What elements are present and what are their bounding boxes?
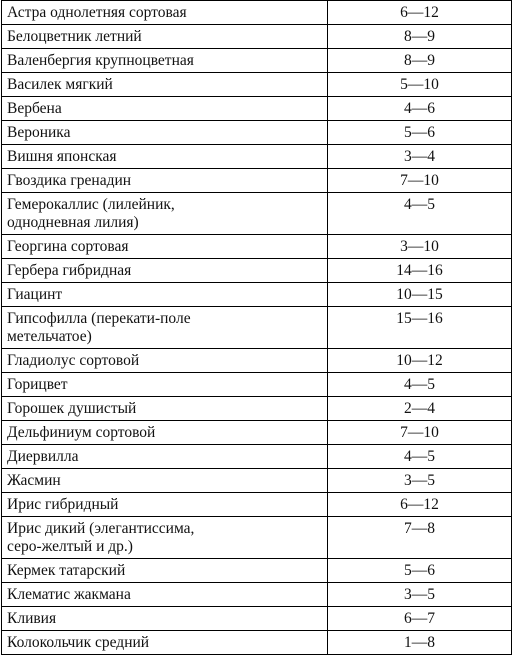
table-row: Гладиолус сортовой 10—12 xyxy=(1,348,512,373)
plant-name-cell: Клематис жакмана xyxy=(1,582,328,607)
duration-cell: 10—15 xyxy=(327,282,512,307)
plant-name-cell: Ирис гибридный xyxy=(1,492,328,517)
table-row: Ирис гибридный 6—12 xyxy=(1,492,512,517)
duration-cell: 14—16 xyxy=(327,258,512,283)
table-row: Диервилла 4—5 xyxy=(1,444,512,469)
duration-cell: 4—6 xyxy=(327,96,512,121)
table-row: Ирис дикий (элегантиссима, серо-желтый и … xyxy=(1,516,512,559)
plant-name-cell: Гиацинт xyxy=(1,282,328,307)
duration-cell: 7—10 xyxy=(327,420,512,445)
plant-name-cell: Гвоздика гренадин xyxy=(1,168,328,193)
duration-cell: 5—6 xyxy=(327,120,512,145)
table-row: Белоцветник летний 8—9 xyxy=(1,24,512,49)
table-row: Георгина сортовая 3—10 xyxy=(1,234,512,259)
table-row: Валенбергия крупноцветная 8—9 xyxy=(1,48,512,73)
plant-name-cell: Астра однолетняя сортовая xyxy=(1,0,328,25)
duration-cell: 8—9 xyxy=(327,24,512,49)
duration-cell: 1—8 xyxy=(327,630,512,655)
table-row: Колокольчик средний 1—8 xyxy=(1,630,512,655)
table-row: Астра однолетняя сортовая 6—12 xyxy=(1,0,512,25)
table-row: Кливия 6—7 xyxy=(1,606,512,631)
table-row: Гемерокаллис (лилейник, однодневная лилия… xyxy=(1,192,512,235)
plant-name-cell: Диервилла xyxy=(1,444,328,469)
duration-cell: 10—12 xyxy=(327,348,512,373)
table-row: Горошек душистый 2—4 xyxy=(1,396,512,421)
duration-cell: 3—4 xyxy=(327,144,512,169)
plant-name-cell: Вишня японская xyxy=(1,144,328,169)
table-row: Гвоздика гренадин 7—10 xyxy=(1,168,512,193)
duration-cell: 7—8 xyxy=(327,516,512,559)
plant-name-cell: Горошек душистый xyxy=(1,396,328,421)
duration-cell: 15—16 xyxy=(327,306,512,349)
table-row: Гиацинт 10—15 xyxy=(1,282,512,307)
duration-cell: 5—10 xyxy=(327,72,512,97)
duration-cell: 5—6 xyxy=(327,558,512,583)
plant-name-cell: Ирис дикий (элегантиссима, серо-желтый и … xyxy=(1,516,328,559)
plant-name-cell: Гербера гибридная xyxy=(1,258,328,283)
duration-cell: 8—9 xyxy=(327,48,512,73)
table-row: Гербера гибридная 14—16 xyxy=(1,258,512,283)
plant-name-cell: Гемерокаллис (лилейник, однодневная лилия… xyxy=(1,192,328,235)
table-row: Кермек татарский 5—6 xyxy=(1,558,512,583)
plant-name-cell: Белоцветник летний xyxy=(1,24,328,49)
duration-cell: 6—7 xyxy=(327,606,512,631)
duration-cell: 3—10 xyxy=(327,234,512,259)
duration-cell: 7—10 xyxy=(327,168,512,193)
duration-cell: 4—5 xyxy=(327,192,512,235)
plant-name-cell: Кермек татарский xyxy=(1,558,328,583)
plant-name-cell: Гипсофилла (перекати-поле метельчатое) xyxy=(1,306,328,349)
plant-name-cell: Василек мягкий xyxy=(1,72,328,97)
duration-cell: 3—5 xyxy=(327,468,512,493)
table-row: Вероника 5—6 xyxy=(1,120,512,145)
table-row: Вишня японская 3—4 xyxy=(1,144,512,169)
plant-name-cell: Кливия xyxy=(1,606,328,631)
table-row: Дельфиниум сортовой 7—10 xyxy=(1,420,512,445)
duration-cell: 6—12 xyxy=(327,492,512,517)
table-row: Горицвет 4—5 xyxy=(1,372,512,397)
plant-name-cell: Жасмин xyxy=(1,468,328,493)
plant-name-cell: Горицвет xyxy=(1,372,328,397)
plant-name-cell: Гладиолус сортовой xyxy=(1,348,328,373)
duration-cell: 4—5 xyxy=(327,372,512,397)
duration-cell: 6—12 xyxy=(327,0,512,25)
table-row: Гипсофилла (перекати-поле метельчатое) 15—… xyxy=(1,306,512,349)
plant-name-cell: Георгина сортовая xyxy=(1,234,328,259)
plant-name-cell: Дельфиниум сортовой xyxy=(1,420,328,445)
table-row: Василек мягкий 5—10 xyxy=(1,72,512,97)
table-row: Жасмин 3—5 xyxy=(1,468,512,493)
duration-cell: 2—4 xyxy=(327,396,512,421)
duration-cell: 3—5 xyxy=(327,582,512,607)
plant-name-cell: Вероника xyxy=(1,120,328,145)
plant-name-cell: Вербена xyxy=(1,96,328,121)
table-row: Вербена 4—6 xyxy=(1,96,512,121)
duration-cell: 4—5 xyxy=(327,444,512,469)
table-row: Клематис жакмана 3—5 xyxy=(1,582,512,607)
plant-name-cell: Валенбергия крупноцветная xyxy=(1,48,328,73)
plant-name-cell: Колокольчик средний xyxy=(1,630,328,655)
